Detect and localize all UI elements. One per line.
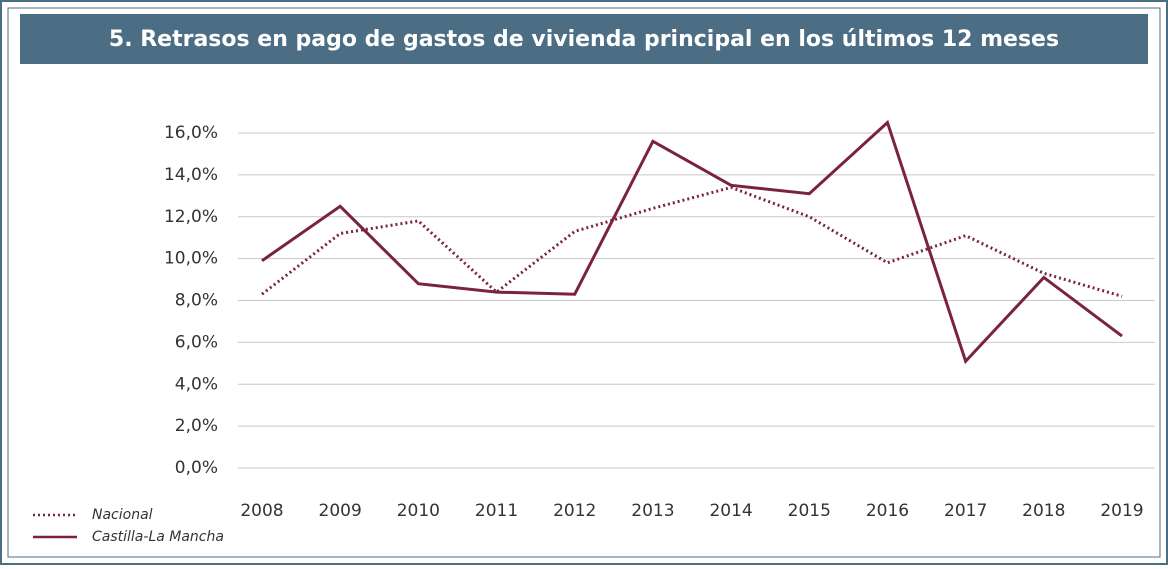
y-tick-label: 0,0% (175, 458, 218, 478)
series-line (261, 119, 1123, 365)
y-tick-label: 16,0% (164, 123, 218, 143)
chart-title: 5. Retrasos en pago de gastos de viviend… (109, 27, 1059, 52)
x-tick-label: 2017 (944, 501, 987, 521)
x-tick-label: 2016 (866, 501, 909, 521)
y-tick-label: 8,0% (175, 291, 218, 311)
y-tick-label: 12,0% (164, 207, 218, 227)
y-tick-label: 10,0% (164, 249, 218, 269)
x-tick-label: 2015 (788, 501, 831, 521)
x-tick-label: 2011 (475, 501, 518, 521)
x-tick-label: 2018 (1022, 501, 1065, 521)
y-tick-label: 14,0% (164, 165, 218, 185)
y-tick-label: 4,0% (175, 374, 218, 394)
y-tick-label: 6,0% (175, 332, 218, 352)
x-tick-label: 2012 (553, 501, 596, 521)
x-tick-label: 2014 (709, 501, 752, 521)
x-tick-label: 2013 (631, 501, 674, 521)
y-tick-label: 2,0% (175, 416, 218, 436)
title-bar (20, 14, 1148, 64)
x-tick-label: 2009 (319, 501, 362, 521)
inner-frame (7, 7, 1161, 558)
x-tick-label: 2008 (240, 501, 283, 521)
legend-label: Nacional (92, 507, 153, 523)
series-line (261, 185, 1123, 298)
legend-label: Castilla-La Mancha (92, 529, 224, 545)
x-tick-label: 2019 (1100, 501, 1143, 521)
x-tick-label: 2010 (397, 501, 440, 521)
